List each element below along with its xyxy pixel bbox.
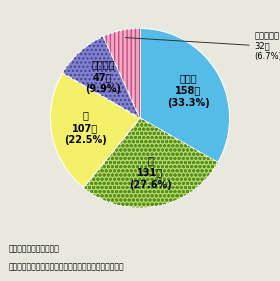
Wedge shape xyxy=(140,28,230,162)
Wedge shape xyxy=(62,36,140,118)
Text: 子
107件
(22.5%): 子 107件 (22.5%) xyxy=(64,111,107,146)
Wedge shape xyxy=(50,73,140,188)
Text: ２：続柄は、被害者から見た被疑者との続柄である。: ２：続柄は、被害者から見た被疑者との続柄である。 xyxy=(8,263,124,272)
Wedge shape xyxy=(83,118,218,208)
Text: 配偶者
158件
(33.3%): 配偶者 158件 (33.3%) xyxy=(167,73,209,108)
Text: 兄弟姐妹
47件
(9.9%): 兄弟姐妹 47件 (9.9%) xyxy=(85,59,121,94)
Text: 注１：解決事件を除く。: 注１：解決事件を除く。 xyxy=(8,244,59,253)
Wedge shape xyxy=(103,28,140,118)
Text: 親
131件
(27.6%): 親 131件 (27.6%) xyxy=(129,155,172,190)
Text: その他親族
32件
(6.7%): その他親族 32件 (6.7%) xyxy=(125,31,280,61)
